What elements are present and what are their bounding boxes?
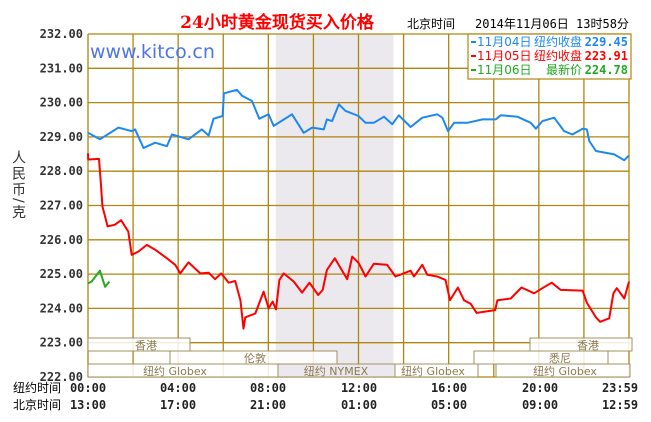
y-tick-label: 223.00 (40, 336, 83, 350)
y-axis-ticks: 232.00 231.00 230.00 229.00 228.00 227.00 226.… (40, 27, 83, 384)
y-tick-label: 226.00 (40, 233, 83, 247)
series-line-2 (87, 269, 111, 288)
timezone-label: 北京时间 (407, 17, 455, 31)
y-tick-label: 222.00 (40, 370, 83, 384)
legend-item: 11月04日 纽约收盘 229.45 (471, 34, 628, 49)
legend-label: 纽约收盘 (534, 48, 582, 63)
session-label-sydney: 悉尼 (549, 352, 571, 365)
y-tick-label: 229.00 (40, 130, 83, 144)
x-tick-label: 04:00 (160, 381, 196, 395)
legend-item: 11月06日 最新价 224.78 (471, 62, 628, 77)
session-box-sydney (473, 350, 609, 365)
y-tick-label: 231.00 (40, 61, 83, 75)
session-label-hong_kong: 香港 (577, 339, 599, 352)
watermark-text: www.kitco.cn (90, 41, 215, 63)
x-tick-label: 05:00 (431, 398, 467, 412)
x-tick-label: 16:00 (431, 381, 467, 395)
y-tick-label: 225.00 (40, 267, 83, 281)
y-tick-label: 230.00 (40, 96, 83, 110)
series-line-0 (87, 88, 630, 162)
legend-label: 最新价 (546, 62, 582, 77)
legend-date: 11月04日 (477, 35, 532, 49)
y-tick-label: 227.00 (40, 199, 83, 213)
grid-layer (87, 33, 630, 378)
x-tick-label: 12:00 (341, 381, 377, 395)
session-box-ny_globex (495, 363, 631, 378)
y-axis-label: 人民币/克 (10, 150, 26, 221)
session-label-ny_globex: 纽约 Globex (401, 364, 465, 378)
session-label-ny_globex: 纽约 Globex (143, 364, 207, 378)
legend-value: 229.45 (585, 35, 628, 49)
x-tick-label: 01:00 (341, 398, 377, 412)
legend-date: 11月06日 (477, 63, 532, 77)
x-row-label: 北京时间 (13, 398, 61, 412)
x-tick-label: 20:00 (522, 381, 558, 395)
x-axis-ticks: 纽约时间 00:00 04:00 08:00 12:00 16:00 20:00 23:59 北… (13, 380, 638, 412)
chart-title: 24小时黄金现货买入价格 (180, 12, 375, 33)
series-layer (87, 88, 630, 330)
x-tick-label: 23:59 (602, 381, 638, 395)
session-label-ny_globex: 纽约 Globex (533, 364, 597, 378)
x-tick-label: 00:00 (70, 381, 106, 395)
x-tick-label: 09:00 (522, 398, 558, 412)
session-label-hong_kong: 香港 (135, 339, 157, 352)
legend-date: 11月05日 (477, 49, 532, 63)
legend-value: 224.78 (585, 63, 628, 77)
y-tick-label: 224.00 (40, 301, 83, 315)
session-box-hong_kong (87, 337, 191, 352)
session-label-ny_nymex: 纽约 NYMEX (304, 364, 369, 378)
x-tick-label: 13:00 (70, 398, 106, 412)
y-tick-label: 228.00 (40, 164, 83, 178)
y-tick-label: 232.00 (40, 27, 83, 41)
legend-label: 纽约收盘 (534, 34, 582, 49)
x-tick-label: 17:00 (160, 398, 196, 412)
x-row-label: 纽约时间 (13, 380, 61, 395)
timestamp: 2014年11月06日 13时58分 (475, 17, 629, 31)
session-label-london: 伦敦 (244, 351, 266, 365)
series-line-1 (87, 153, 630, 330)
y-axis-title: 人民币/克 (10, 150, 26, 221)
legend-value: 223.91 (585, 49, 628, 63)
session-box-ny_globex (394, 363, 479, 378)
x-tick-label: 21:00 (250, 398, 286, 412)
x-tick-label: 12:59 (602, 398, 638, 412)
x-tick-label: 08:00 (250, 381, 286, 395)
legend-item: 11月05日 纽约收盘 223.91 (471, 48, 628, 63)
legend-box (467, 33, 632, 80)
